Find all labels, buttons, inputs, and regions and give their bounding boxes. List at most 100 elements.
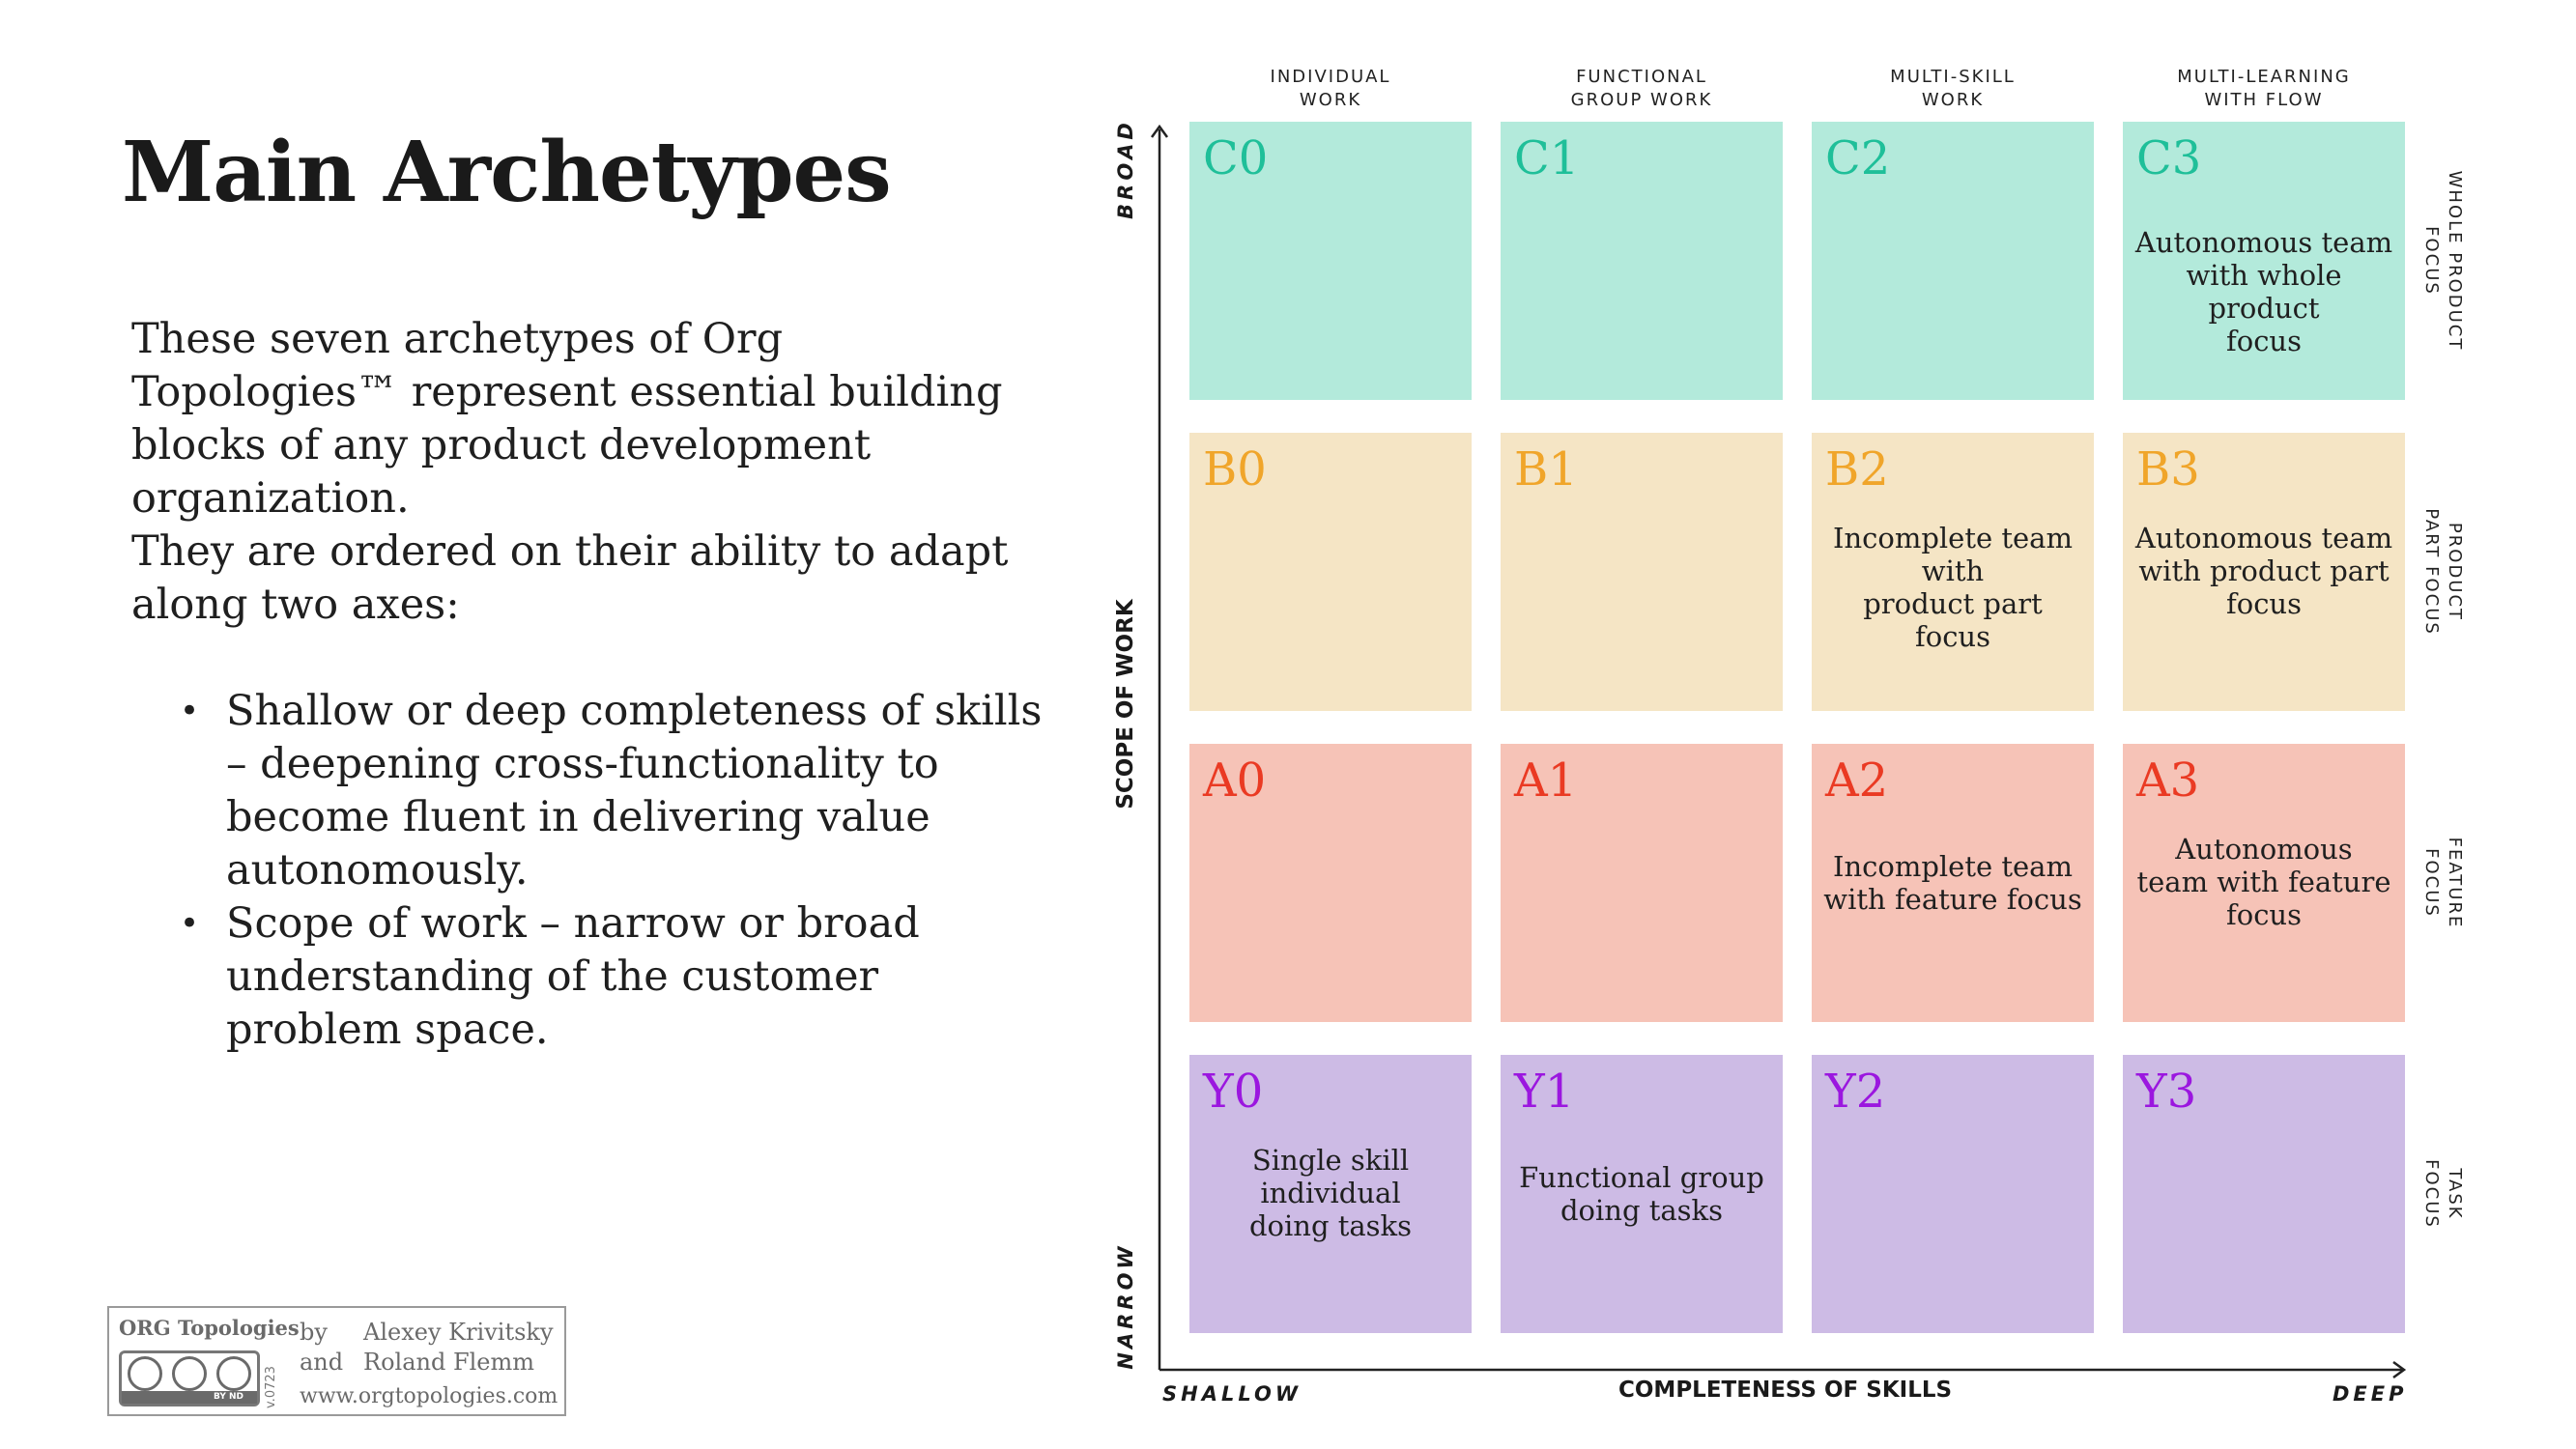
bullet-skills: Shallow or deep completeness of skills –…	[131, 685, 1059, 897]
row-label-line: FOCUS	[2421, 226, 2442, 296]
column-header-line: GROUP WORK	[1570, 90, 1713, 110]
creative-commons-icon: BY ND	[119, 1350, 260, 1406]
archetype-cell-b2: B2 Incomplete team with product part foc…	[1812, 433, 2094, 711]
archetype-code: B3	[2136, 442, 2200, 497]
archetype-cell-y0: Y0 Single skill individual doing tasks	[1189, 1055, 1472, 1333]
description-line: Autonomous	[2175, 833, 2353, 866]
description-line: Incomplete team	[1833, 522, 2073, 554]
archetype-cell-y2: Y2	[1812, 1055, 2094, 1333]
column-header-multi-skill-work: MULTI-SKILL WORK	[1812, 66, 2094, 112]
row-label-feature-focus: FEATURE FOCUS	[2409, 753, 2476, 1013]
archetype-description: Incomplete team with product part focus	[1812, 522, 2094, 653]
row-label-line: WHOLE PRODUCT	[2445, 170, 2465, 352]
archetype-code: A2	[1825, 753, 1889, 808]
cc-strip: BY ND	[122, 1391, 257, 1404]
archetype-description: Functional group doing tasks	[1501, 1161, 1783, 1227]
axes-bullet-list: Shallow or deep completeness of skills –…	[131, 685, 1059, 1057]
y-axis-arrow	[1150, 124, 1169, 138]
archetype-cell-a3: A3 Autonomous team with feature focus	[2123, 744, 2405, 1022]
author-name: Alexey Krivitsky	[363, 1319, 554, 1346]
no-derivatives-icon	[216, 1356, 251, 1391]
archetype-code: Y2	[1825, 1065, 1886, 1119]
description-line: with	[1921, 554, 1985, 587]
column-header-line: WITH FLOW	[2204, 90, 2324, 110]
author-name: Roland Flemm	[363, 1349, 534, 1376]
x-axis-title: COMPLETENESS OF SKILLS	[1618, 1378, 1953, 1403]
column-header-line: MULTI-SKILL	[1890, 67, 2016, 87]
by-label: by	[300, 1319, 328, 1346]
y-axis-top-label: BROAD	[1114, 119, 1137, 219]
archetype-code: C3	[2136, 131, 2202, 185]
description-line: focus	[2226, 325, 2302, 357]
description-line: product part focus	[1863, 587, 2043, 653]
website-url: www.orgtopologies.com	[300, 1384, 558, 1408]
description-line: Autonomous team	[2134, 226, 2393, 259]
archetype-code: Y0	[1203, 1065, 1264, 1119]
archetype-code: C2	[1825, 131, 1891, 185]
row-label-whole-product-focus: WHOLE PRODUCT FOCUS	[2409, 130, 2476, 391]
description-line: focus	[2226, 587, 2302, 620]
description-line: individual	[1260, 1177, 1401, 1209]
brand-logo-text: ORG Topologies	[119, 1316, 300, 1340]
archetype-description: Autonomous team with whole product focus	[2123, 226, 2405, 357]
archetype-cell-b1: B1	[1501, 433, 1783, 711]
and-label: and	[300, 1349, 344, 1376]
archetype-code: C0	[1203, 131, 1269, 185]
archetype-code: Y3	[2136, 1065, 2197, 1119]
description-line: with whole product	[2186, 259, 2342, 325]
x-axis-right-label: DEEP	[2333, 1382, 2408, 1406]
x-axis-arrow	[2392, 1360, 2407, 1379]
archetype-code: C1	[1514, 131, 1580, 185]
y-axis-title: SCOPE OF WORK	[1113, 599, 1138, 810]
archetype-code: A1	[1514, 753, 1578, 808]
column-header-line: WORK	[1921, 90, 1985, 110]
archetype-description: Autonomous team with feature focus	[2123, 833, 2405, 931]
archetype-cell-b0: B0	[1189, 433, 1472, 711]
description-line: Autonomous team	[2134, 522, 2393, 554]
intro-paragraph: These seven archetypes of Org Topologies…	[131, 315, 1003, 523]
column-header-line: MULTI-LEARNING	[2177, 67, 2351, 87]
page-title: Main Archetypes	[122, 124, 892, 221]
description-line: doing tasks	[1560, 1194, 1724, 1227]
archetype-cell-y1: Y1 Functional group doing tasks	[1501, 1055, 1783, 1333]
bullet-scope: Scope of work – narrow or broad understa…	[131, 897, 1059, 1057]
archetype-description: Single skill individual doing tasks	[1189, 1144, 1472, 1242]
column-header-line: WORK	[1299, 90, 1362, 110]
column-header-multi-learning-with-flow: MULTI-LEARNING WITH FLOW	[2123, 66, 2405, 112]
y-axis-bottom-label: NARROW	[1114, 1242, 1137, 1370]
archetype-cell-b3: B3 Autonomous team with product part foc…	[2123, 433, 2405, 711]
row-label-line: PRODUCT	[2445, 522, 2465, 622]
axes-intro-paragraph: They are ordered on their ability to ada…	[131, 527, 1009, 629]
archetype-code: B1	[1514, 442, 1578, 497]
archetype-cell-a1: A1	[1501, 744, 1783, 1022]
archetype-description: Autonomous team with product part focus	[2123, 522, 2405, 620]
description-line: focus	[2226, 898, 2302, 931]
by-attribution-icon	[172, 1356, 207, 1391]
archetype-code: Y1	[1514, 1065, 1575, 1119]
archetype-code: A3	[2136, 753, 2200, 808]
row-label-line: FEATURE	[2445, 837, 2465, 929]
column-header-line: FUNCTIONAL	[1576, 67, 1707, 87]
row-label-line: FOCUS	[2421, 1159, 2442, 1229]
description-line: with feature focus	[1823, 883, 2082, 916]
archetype-cell-a0: A0	[1189, 744, 1472, 1022]
archetype-cell-c3: C3 Autonomous team with whole product fo…	[2123, 122, 2405, 400]
description-line: Functional group	[1519, 1161, 1764, 1194]
archetype-cell-c2: C2	[1812, 122, 2094, 400]
archetype-description: Incomplete team with feature focus	[1812, 850, 2094, 916]
archetype-cell-c0: C0	[1189, 122, 1472, 400]
description-line: doing tasks	[1248, 1209, 1413, 1242]
row-label-line: FOCUS	[2421, 848, 2442, 918]
description-line: with product part	[2138, 554, 2390, 587]
archetype-cell-a2: A2 Incomplete team with feature focus	[1812, 744, 2094, 1022]
column-header-functional-group-work: FUNCTIONAL GROUP WORK	[1501, 66, 1783, 112]
license-badge: ORG Topologies BY ND v.0723 by and Alexe…	[107, 1306, 566, 1416]
row-label-line: PART FOCUS	[2421, 508, 2442, 636]
archetype-code: B2	[1825, 442, 1889, 497]
x-axis-left-label: SHALLOW	[1162, 1382, 1302, 1406]
description-line: Incomplete team	[1833, 850, 2073, 883]
description-line: Single skill	[1251, 1144, 1410, 1177]
description-line: team with feature	[2136, 866, 2391, 898]
archetype-code: A0	[1203, 753, 1267, 808]
